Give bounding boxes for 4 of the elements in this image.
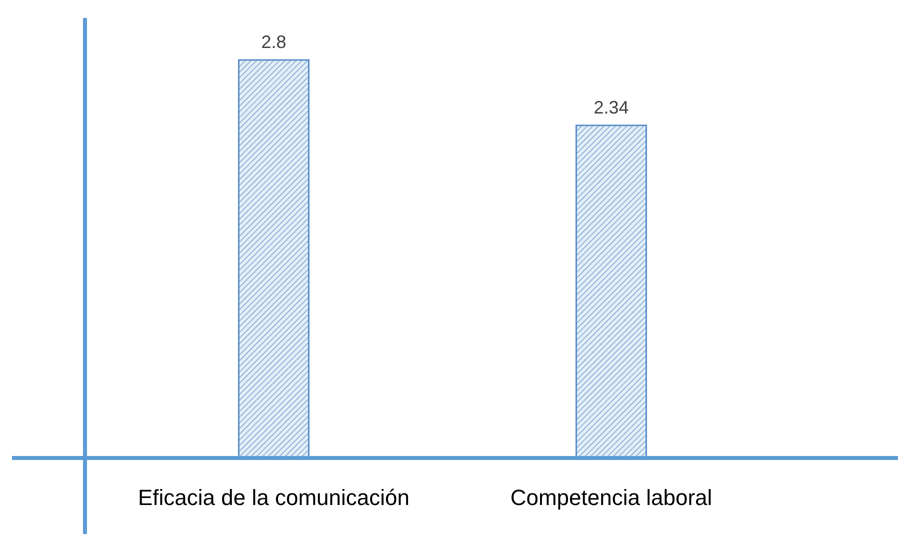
data-label: 2.34 [594,97,629,118]
data-label: 2.8 [261,32,286,52]
x-tick-label: Competencia laboral [510,485,712,510]
x-tick-label: Eficacia de la comunicación [138,485,410,510]
